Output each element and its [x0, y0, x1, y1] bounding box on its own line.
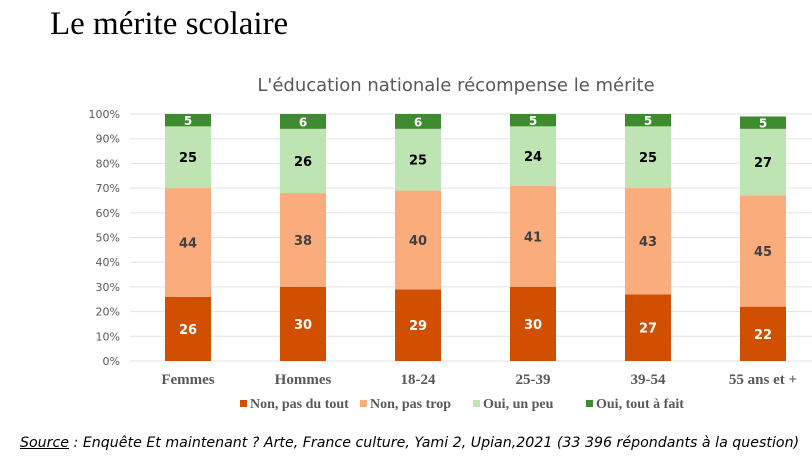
bar-segment — [625, 188, 671, 295]
bar-segment — [165, 188, 211, 297]
legend-label: Oui, tout à fait — [596, 397, 684, 412]
bar-stack: 30 41 24 5 — [510, 114, 556, 361]
bar-stack: 30 38 26 6 — [280, 114, 326, 361]
data-label: 30 — [524, 318, 542, 333]
data-label: 25 — [179, 151, 197, 166]
bar-segment — [740, 195, 786, 307]
legend-swatch — [240, 400, 247, 407]
bar-segment — [280, 128, 326, 194]
bar-segment — [740, 306, 786, 361]
data-label: 30 — [294, 318, 312, 333]
bar-segment — [395, 114, 441, 129]
data-label: 45 — [754, 245, 772, 260]
bar-segment — [395, 128, 441, 191]
data-label: 38 — [294, 234, 312, 249]
data-label: 5 — [529, 114, 537, 128]
data-label: 43 — [639, 235, 657, 250]
y-axis: 0% 10% 20% 30% 40% 50% 60% 70% 80% 90% 100% — [89, 108, 120, 368]
x-tick-label: Femmes — [161, 372, 214, 388]
data-label: 5 — [184, 114, 192, 128]
legend-item: Oui, tout à fait — [586, 397, 684, 412]
legend-swatch — [360, 400, 367, 407]
legend-item: Oui, un peu — [473, 397, 554, 412]
x-tick-label: Hommes — [275, 372, 332, 388]
bar-segment — [280, 114, 326, 129]
data-label: 25 — [409, 154, 427, 169]
data-label: 6 — [414, 115, 422, 129]
legend-item: Non, pas trop — [360, 397, 451, 412]
data-label: 41 — [524, 230, 542, 245]
legend-label: Non, pas du tout — [250, 397, 349, 412]
bar-segment — [395, 289, 441, 361]
bars: 2644255303826629402563041245274325522452… — [165, 114, 786, 361]
data-label: 26 — [294, 155, 312, 170]
bar-stack: 27 43 25 5 — [625, 114, 671, 361]
y-tick-label: 50% — [96, 232, 120, 245]
bar-segment — [165, 126, 211, 189]
bar-segment — [280, 286, 326, 361]
bar-segment — [395, 190, 441, 290]
source-text: : Enquête Et maintenant ? Arte, France c… — [69, 435, 800, 451]
bar-segment — [625, 294, 671, 361]
x-tick-label: 39-54 — [631, 372, 666, 388]
data-label: 27 — [639, 322, 657, 337]
data-label: 26 — [179, 323, 197, 338]
bar-segment — [510, 286, 556, 361]
legend-swatch — [586, 400, 593, 407]
bar-stack: 26 44 25 5 — [165, 114, 211, 361]
y-tick-label: 60% — [96, 207, 120, 220]
y-tick-label: 0% — [103, 355, 120, 368]
x-tick-label: 18-24 — [401, 372, 436, 388]
chart-title: L'éducation nationale récompense le méri… — [257, 75, 655, 96]
bar-segment — [280, 193, 326, 287]
y-tick-label: 80% — [96, 157, 120, 170]
source-label: Source — [20, 435, 70, 451]
data-label: 24 — [524, 150, 542, 165]
bar-stack: 22 45 27 5 — [740, 116, 786, 361]
page-title: Le mérite scolaire — [50, 6, 289, 42]
bar-segment — [740, 128, 786, 196]
bar-segment — [740, 116, 786, 129]
y-tick-label: 40% — [96, 256, 120, 269]
legend-label: Non, pas trop — [370, 397, 451, 412]
y-tick-label: 70% — [96, 182, 120, 195]
bar-stack: 29 40 25 6 — [395, 114, 441, 361]
bar-segment — [165, 114, 211, 127]
stacked-bar-chart: 0% 10% 20% 30% 40% 50% 60% 70% 80% 90% 100% 26 44 25… — [89, 108, 812, 412]
x-axis: Femmes Hommes 18-24 25-39 39-54 55 ans et + — [161, 372, 797, 388]
bar-segment — [625, 114, 671, 127]
legend: Non, pas du tout Non, pas trop Oui, un peu… — [240, 397, 684, 412]
bar-segment — [625, 126, 671, 189]
data-label: 5 — [644, 114, 652, 128]
gridlines — [130, 113, 812, 362]
data-label: 40 — [409, 234, 427, 249]
x-tick-label: 55 ans et + — [729, 372, 797, 388]
y-tick-label: 10% — [96, 330, 120, 343]
bar-segment — [510, 114, 556, 127]
legend-label: Oui, un peu — [483, 397, 554, 412]
bar-segment — [510, 185, 556, 287]
y-tick-label: 100% — [89, 108, 120, 121]
data-label: 6 — [299, 115, 307, 129]
x-tick-label: 25-39 — [516, 372, 551, 388]
data-label: 27 — [754, 156, 772, 171]
bar-segment — [510, 126, 556, 186]
y-tick-label: 20% — [96, 306, 120, 319]
data-label: 5 — [759, 117, 767, 131]
legend-item: Non, pas du tout — [240, 397, 349, 412]
data-label: 44 — [179, 236, 197, 251]
y-tick-label: 30% — [96, 281, 120, 294]
y-tick-label: 90% — [96, 133, 120, 146]
legend-swatch — [473, 400, 480, 407]
data-label: 22 — [754, 328, 772, 343]
bar-segment — [165, 296, 211, 361]
source-note: Source : Enquête Et maintenant ? Arte, F… — [20, 435, 799, 451]
data-label: 29 — [409, 319, 427, 334]
data-label: 25 — [639, 151, 657, 166]
